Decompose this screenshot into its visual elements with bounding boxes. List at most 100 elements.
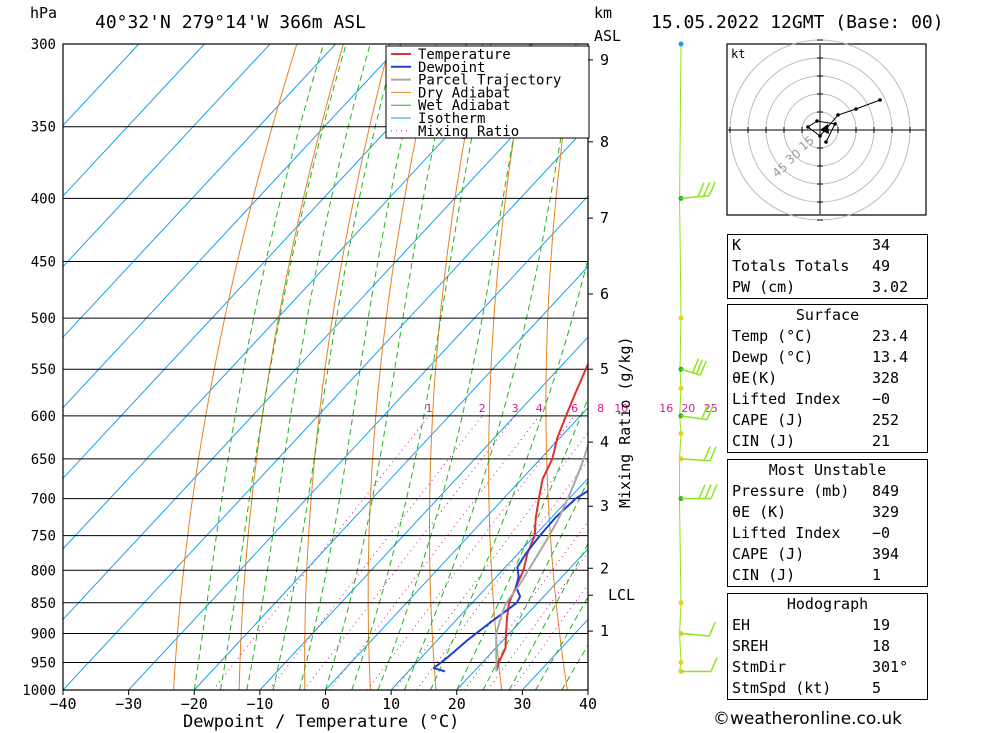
mixing-ratio-line	[463, 520, 588, 690]
pressure-tick-label: 400	[31, 191, 56, 207]
height-tick-label: 1	[600, 622, 609, 640]
isotherm-line	[63, 44, 533, 550]
wet-adiabat-line	[220, 44, 347, 690]
isotherm-line	[456, 548, 588, 690]
isotherm-line	[63, 124, 588, 690]
asl-unit-label: ASL	[594, 27, 621, 45]
hpa-unit-label: hPa	[30, 4, 57, 22]
hodograph-row: EH 19	[732, 616, 891, 634]
hodograph-row: SREH 18	[732, 637, 891, 655]
mixing-ratio-line	[511, 583, 588, 690]
most-unstable-table: Most Unstable Pressure (mb) 849 θE (K) 329…	[727, 459, 928, 587]
pressure-tick-label: 800	[31, 563, 56, 579]
mixing-ratio-label: 3	[512, 402, 519, 415]
most-unstable-title: Most Unstable	[768, 461, 887, 479]
wind-barb-flag	[710, 657, 718, 672]
isotherm-line	[63, 44, 468, 480]
pressure-tick-label: 850	[31, 596, 56, 612]
hodograph-point	[836, 113, 840, 117]
pressure-tick-label: 500	[31, 311, 56, 327]
most-unstable-row: θE (K) 329	[732, 503, 900, 521]
mixing-ratio-label: 1	[426, 402, 433, 415]
mixing-ratio-label: 10	[614, 402, 628, 415]
mixing-ratio-label: 16	[659, 402, 673, 415]
wet-adiabat-line	[272, 44, 397, 690]
wind-barb-flag	[710, 484, 718, 499]
height-tick-label: 4	[600, 433, 609, 451]
x-tick-label: 10	[382, 695, 400, 713]
mixing-ratio-line	[487, 551, 588, 690]
wind-barb-flag	[702, 182, 711, 197]
dry-adiabat-line	[995, 44, 1000, 690]
most-unstable-row: Lifted Index −0	[732, 524, 891, 542]
wind-barb-flag	[699, 360, 707, 376]
mixing-ratio-label: 8	[597, 402, 604, 415]
copyright-link[interactable]: ©weatheronline.co.uk	[713, 709, 903, 729]
isotherm-line	[63, 44, 337, 338]
wind-barb-staff	[680, 195, 710, 200]
height-tick-label: 7	[600, 209, 609, 227]
hodograph-row: StmDir 301°	[732, 658, 909, 676]
indices-table: K 34 Totals Totals 49 PW (cm) 3.02	[727, 234, 928, 299]
mixing-ratio-line	[268, 415, 483, 690]
mixing-ratio-label: 6	[571, 402, 578, 415]
legend-label: Isotherm	[418, 111, 485, 127]
wind-barb-flag	[703, 446, 711, 461]
height-tick-label: 3	[600, 497, 609, 515]
surface-row: Dewp (°C) 13.4	[732, 348, 909, 366]
height-tick-label: 2	[600, 559, 609, 577]
mixing-ratio-line	[303, 415, 516, 690]
most-unstable-row: CAPE (J) 394	[732, 545, 900, 563]
dry-adiabat-line	[238, 44, 344, 690]
wind-level-dot	[678, 431, 684, 437]
wind-barb-flag	[701, 404, 709, 420]
hodograph-point	[854, 107, 858, 111]
location-title: 40°32'N 279°14'W 366m ASL	[95, 12, 366, 33]
legend-label: Temperature	[418, 47, 511, 63]
x-tick-label: −20	[181, 695, 208, 713]
wind-barb-staff	[680, 458, 711, 462]
wind-barb-flag	[708, 621, 716, 637]
mixing-ratio-label: 2	[479, 402, 486, 415]
isotherm-line	[128, 195, 588, 690]
most-unstable-row: Pressure (mb) 849	[732, 482, 900, 500]
wind-level-dot	[678, 659, 684, 665]
wet-adiabat-line	[456, 397, 588, 690]
datetime-title: 15.05.2022 12GMT (Base: 00)	[651, 12, 944, 33]
wind-level-dot	[678, 385, 684, 391]
storm-motion-marker	[820, 124, 829, 134]
surface-title: Surface	[795, 306, 860, 324]
index-row-totals: Totals Totals 49	[732, 257, 891, 275]
index-row-k: K 34	[732, 236, 891, 254]
pressure-tick-label: 1000	[22, 683, 56, 699]
isotherm-line	[63, 44, 271, 268]
wet-adiabat-line	[482, 479, 588, 690]
wet-adiabat-line	[193, 44, 325, 690]
mixing-ratio-axis-title: Mixing Ratio (g/kg)	[616, 336, 634, 508]
wind-barb-flag	[698, 484, 706, 499]
index-row-pw: PW (cm) 3.02	[732, 278, 909, 296]
wet-adiabat-line	[351, 44, 492, 690]
wet-adiabat-line	[298, 44, 425, 690]
hodograph-point	[806, 125, 810, 129]
mixing-ratio-label: 4	[536, 402, 543, 415]
pressure-tick-label: 550	[31, 362, 56, 378]
hodograph-trace	[807, 99, 881, 143]
surface-row: Temp (°C) 23.4	[732, 327, 909, 345]
height-tick-label: 8	[600, 133, 609, 151]
surface-row: Lifted Index −0	[732, 390, 891, 408]
wind-level-dot	[678, 600, 684, 606]
hodograph-point	[824, 140, 828, 144]
isotherm-line	[325, 407, 588, 690]
surface-row: CAPE (J) 252	[732, 411, 900, 429]
pressure-tick-label: 700	[31, 492, 56, 508]
wind-barb-flag	[708, 181, 716, 197]
hodograph-point	[815, 119, 819, 123]
dry-adiabat-line	[545, 44, 577, 690]
x-tick-label: 20	[448, 695, 466, 713]
mixing-ratio-label: 20	[681, 402, 695, 415]
legend-label: Dry Adiabat	[418, 85, 511, 101]
